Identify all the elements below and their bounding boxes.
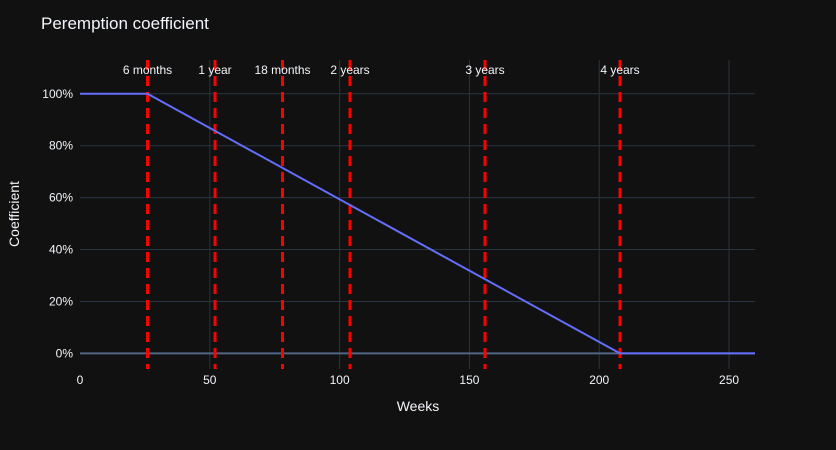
x-axis: 0 50 100 150 200 250 <box>77 373 740 387</box>
x-tick-label: 150 <box>459 373 479 387</box>
x-axis-label: Weeks <box>397 398 440 414</box>
x-tick-label: 100 <box>330 373 350 387</box>
chart-title: Peremption coefficient <box>41 14 209 33</box>
series-layer <box>80 92 755 355</box>
y-tick-label: 60% <box>49 191 73 205</box>
reference-line-label: 3 years <box>465 63 504 77</box>
y-tick-label: 80% <box>49 139 73 153</box>
y-tick-label: 20% <box>49 294 73 308</box>
reference-line-label: 18 months <box>254 63 310 77</box>
y-axis: 0% 20% 40% 60% 80% 100% <box>42 87 73 361</box>
y-axis-label: Coefficient <box>6 181 22 247</box>
reference-line-label: 6 months <box>123 63 172 77</box>
reference-line-label: 1 year <box>198 63 231 77</box>
y-tick-label: 0% <box>56 346 74 360</box>
reference-line-label: 2 years <box>330 63 369 77</box>
x-tick-label: 200 <box>589 373 609 387</box>
x-tick-label: 0 <box>77 373 84 387</box>
y-tick-label: 100% <box>42 87 73 101</box>
reference-line-label: 4 years <box>600 63 639 77</box>
y-tick-label: 40% <box>49 243 73 257</box>
x-tick-label: 50 <box>203 373 217 387</box>
series-line <box>80 92 755 355</box>
reference-labels: 6 months 1 year 18 months 2 years 3 years 4 y… <box>123 63 640 77</box>
x-tick-label: 250 <box>719 373 739 387</box>
reference-lines <box>146 60 622 369</box>
